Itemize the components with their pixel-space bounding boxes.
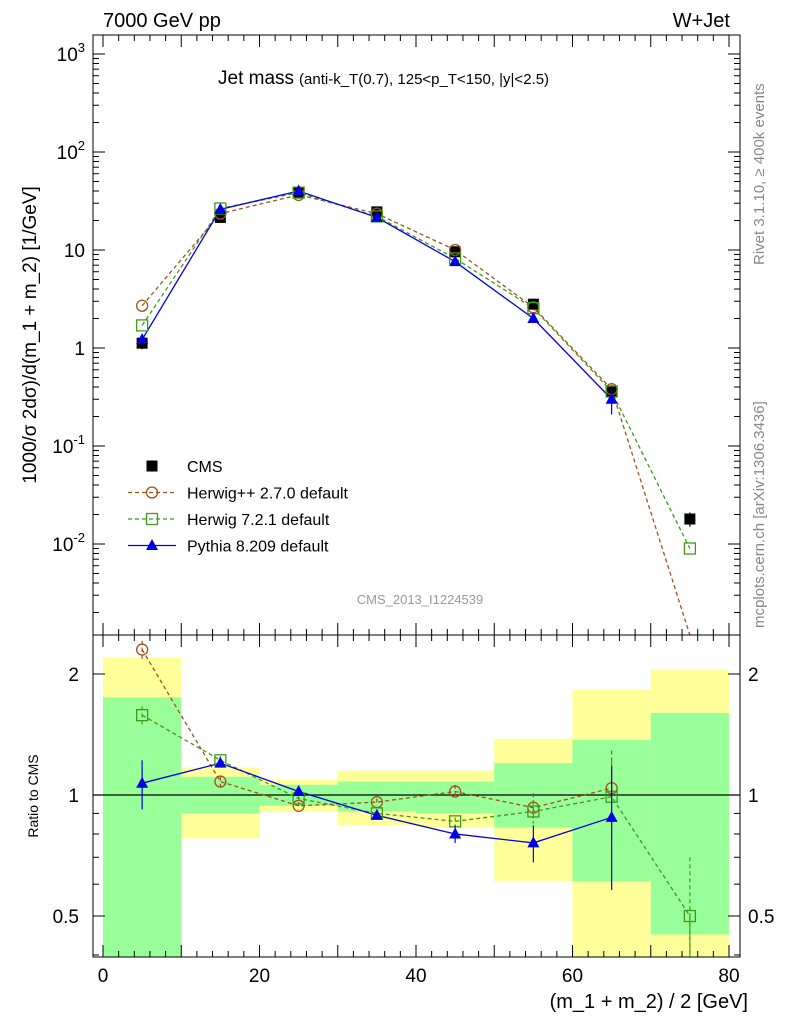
legend-marker-0 — [146, 460, 158, 472]
ratio-ylabel: Ratio to CMS — [25, 754, 41, 837]
main-ytick-label: 10 — [64, 241, 85, 262]
ratio-point-2-0 — [136, 776, 149, 788]
main-point-3-3 — [370, 210, 383, 222]
ratio-band-inner-0 — [103, 697, 182, 957]
ratio-point-1-0 — [135, 708, 149, 722]
mcplots-label: mcplots.cern.ch [arXiv:1306.3436] — [751, 401, 768, 628]
main-point-1-0 — [135, 299, 149, 312]
ratio-point-2-2 — [292, 785, 305, 797]
main-point-3-5 — [527, 311, 540, 323]
x-axis-label: (m_1 + m_2) / 2 [GeV] — [550, 991, 748, 1013]
main-line-2 — [141, 191, 691, 549]
collision-energy-label: 7000 GeV pp — [103, 10, 221, 32]
x-tick-label: 0 — [98, 966, 109, 987]
ratio-point-1-7 — [683, 909, 697, 923]
ratio-point-0-4 — [448, 785, 462, 798]
ratio-ytick-label-left: 1 — [68, 786, 79, 807]
main-ytick-label: 103 — [57, 40, 85, 66]
ratio-ytick-label-left: 0.5 — [53, 907, 79, 928]
main-point-2-0 — [135, 319, 149, 332]
legend-label-3: Pythia 8.209 default — [187, 539, 329, 556]
ratio-point-0-0 — [135, 643, 149, 656]
main-point-0-7 — [684, 513, 696, 525]
ratio-point-0-2 — [292, 799, 305, 812]
x-tick-label: 60 — [562, 966, 583, 987]
main-point-2-7 — [683, 542, 697, 555]
main-ytick-label: 10-2 — [52, 530, 85, 556]
main-ytick-label: 1 — [74, 339, 85, 360]
ratio-ytick-label-right: 2 — [748, 665, 759, 686]
ratio-marks — [93, 640, 740, 957]
ratio-point-2-5 — [527, 836, 540, 848]
ratio-point-1-5 — [527, 805, 540, 818]
legend-label-0: CMS — [187, 459, 223, 476]
x-tick-label: 20 — [249, 966, 270, 987]
ratio-ytick-label-left: 2 — [68, 665, 79, 686]
main-line-1 — [141, 194, 691, 636]
main-ytick-label: 10-1 — [52, 432, 85, 458]
main-point-0-4 — [449, 246, 461, 258]
ratio-ytick-label-right: 0.5 — [748, 907, 774, 928]
main-point-0-5 — [527, 298, 539, 310]
analysis-tag: CMS_2013_I1224539 — [357, 592, 484, 607]
main-point-3-1 — [214, 202, 227, 214]
rivet-version-label: Rivet 3.1.10, ≥ 400k events — [751, 83, 768, 265]
plot-title-sub: (anti-k_T(0.7), 125<p_T<150, |y|<2.5) — [299, 71, 549, 88]
ratio-point-2-1 — [214, 756, 227, 768]
plot-title: Jet mass (anti-k_T(0.7), 125<p_T<150, |y|… — [218, 68, 549, 89]
legend-marker-3 — [146, 539, 158, 550]
main-point-3-6 — [605, 392, 618, 404]
ratio-ytick-label-right: 1 — [748, 786, 759, 807]
main-point-0-1 — [214, 211, 226, 223]
legend-marker-2 — [145, 512, 159, 526]
x-tick-label: 80 — [718, 966, 739, 987]
legend-marker-1 — [145, 486, 159, 499]
main-point-3-0 — [136, 333, 149, 345]
ratio-panel: 0.5 0.51 12 20 20 40 60 80 Ratio to CMS (m_1 + … — [25, 634, 774, 1013]
main-marks — [135, 184, 697, 636]
main-point-3-4 — [449, 255, 462, 267]
main-ylabel: 1000/σ 2dσ)/d(m_1 + m_2) [1/GeV] — [20, 186, 41, 484]
main-point-3-2 — [292, 184, 305, 196]
main-ytick-label: 102 — [57, 138, 85, 164]
x-tick-label: 40 — [405, 966, 426, 987]
ratio-point-0-1 — [214, 775, 227, 788]
ratio-point-2-6 — [605, 810, 618, 822]
ratio-axes: 0.5 0.51 12 20 20 40 60 80 — [53, 635, 774, 987]
process-label: W+Jet — [673, 10, 731, 32]
ratio-point-2-4 — [449, 827, 462, 839]
ratio-band-inner-7 — [650, 712, 729, 935]
plot-title-main: Jet mass — [218, 68, 294, 89]
legend-label-2: Herwig 7.2.1 default — [187, 512, 330, 529]
ratio-point-2-3 — [370, 808, 383, 820]
legend-label-1: Herwig++ 2.7.0 default — [187, 486, 349, 503]
legend: CMS Herwig++ 2.7.0 default Herwig 7.2.1 de… — [128, 459, 349, 556]
